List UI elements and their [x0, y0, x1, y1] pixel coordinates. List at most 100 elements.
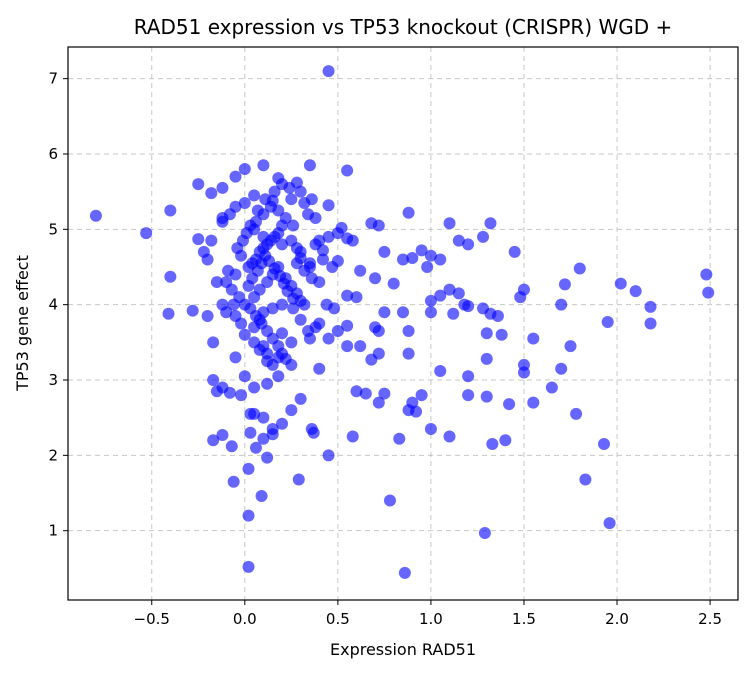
data-point	[341, 289, 354, 302]
data-point	[614, 277, 627, 290]
data-point	[372, 219, 385, 232]
data-point	[266, 422, 279, 435]
data-point	[478, 526, 491, 539]
data-point	[365, 353, 378, 366]
data-point	[346, 430, 359, 443]
data-point	[354, 264, 367, 277]
data-point	[527, 332, 540, 345]
y-tick-label: 4	[48, 296, 58, 314]
data-point	[322, 199, 335, 212]
data-point	[272, 340, 285, 353]
data-point	[251, 204, 264, 217]
data-point	[287, 292, 300, 305]
data-point	[480, 327, 493, 340]
data-point	[261, 347, 274, 360]
data-point	[397, 306, 409, 319]
data-point	[629, 285, 642, 298]
data-point	[242, 509, 255, 522]
data-point	[331, 227, 344, 240]
data-point	[702, 286, 715, 299]
data-point	[322, 65, 335, 78]
data-point	[558, 278, 571, 291]
data-point	[341, 232, 354, 245]
data-point	[162, 307, 175, 320]
data-point	[207, 434, 220, 447]
data-point	[242, 560, 255, 573]
data-point	[477, 230, 490, 243]
data-point	[452, 287, 465, 300]
data-point	[564, 340, 577, 353]
x-tick-label: 0.5	[326, 610, 350, 628]
data-point	[268, 185, 281, 198]
data-point	[238, 370, 251, 383]
data-point	[276, 327, 289, 340]
data-point	[462, 300, 475, 313]
data-point	[603, 517, 616, 530]
data-point	[285, 193, 298, 206]
data-point	[644, 300, 657, 313]
data-point	[205, 234, 218, 247]
data-point	[272, 204, 285, 217]
data-point	[294, 313, 307, 326]
y-tick-label: 7	[48, 70, 58, 88]
data-point	[579, 473, 592, 486]
data-point	[354, 340, 367, 353]
data-point	[186, 304, 199, 317]
data-point	[285, 358, 298, 371]
data-point	[248, 407, 261, 420]
data-point	[287, 219, 300, 232]
data-point	[316, 253, 329, 266]
x-axis-ticks: −0.5 0.0 0.5 1.0 1.5 2.0 2.5	[134, 600, 722, 628]
data-point	[283, 181, 296, 194]
data-point	[305, 272, 318, 285]
data-point	[261, 451, 274, 464]
data-point	[207, 374, 220, 387]
data-point	[285, 336, 298, 349]
data-point	[298, 264, 311, 277]
data-point	[201, 309, 214, 322]
data-point	[480, 352, 493, 365]
data-point	[205, 187, 218, 200]
data-point	[89, 209, 102, 222]
data-point	[140, 227, 153, 240]
data-point	[700, 268, 713, 281]
data-point	[223, 386, 236, 399]
data-point	[210, 276, 223, 289]
data-point	[406, 251, 419, 264]
data-point	[255, 490, 268, 503]
data-point	[248, 381, 261, 394]
data-point	[220, 306, 233, 319]
chart-title: RAD51 expression vs TP53 knockout (CRISP…	[134, 15, 673, 39]
x-tick-label: 0.0	[233, 610, 257, 628]
data-point	[305, 422, 318, 435]
data-point	[242, 462, 255, 475]
data-point	[402, 206, 415, 219]
data-point	[393, 432, 406, 445]
data-point	[316, 244, 329, 257]
data-point	[350, 385, 363, 398]
data-point	[402, 347, 415, 360]
data-point	[287, 302, 300, 315]
data-point	[378, 306, 391, 319]
data-point	[402, 325, 415, 338]
data-point	[545, 381, 558, 394]
data-point	[192, 233, 205, 246]
data-point	[424, 294, 437, 307]
data-point	[248, 189, 261, 202]
data-point	[253, 283, 266, 296]
plot-frame	[67, 46, 739, 601]
x-tick-label: 2.5	[698, 610, 722, 628]
data-point	[462, 238, 475, 251]
data-point	[222, 264, 235, 277]
data-point	[486, 438, 499, 451]
data-point	[244, 219, 257, 232]
data-point	[261, 377, 274, 390]
data-point	[387, 277, 400, 290]
data-point	[322, 230, 335, 243]
data-point	[305, 193, 318, 206]
y-axis-ticks: 1 2 3 4 5 6 7	[48, 70, 68, 540]
data-point	[601, 315, 614, 328]
y-tick-label: 1	[48, 522, 58, 540]
data-point	[207, 336, 220, 349]
